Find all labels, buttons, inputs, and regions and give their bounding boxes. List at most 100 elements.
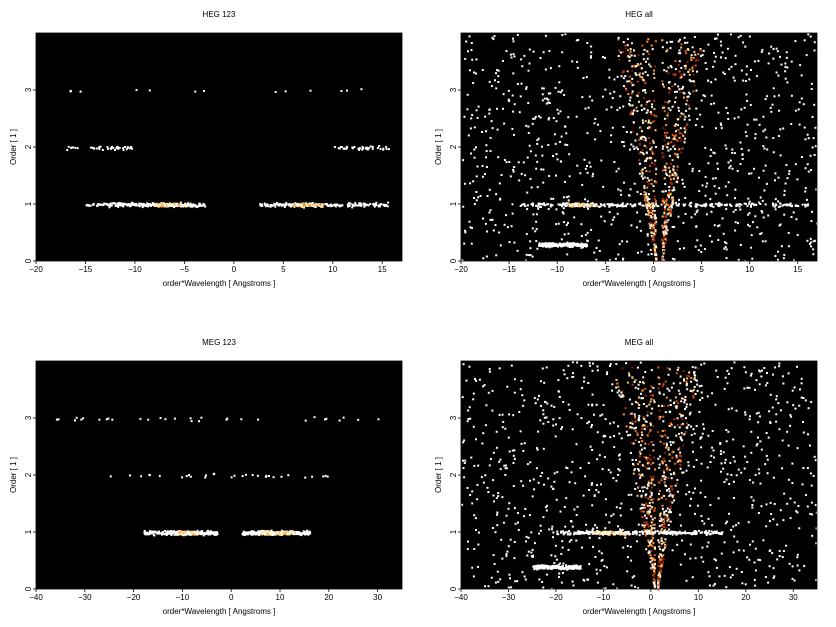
count-pixel — [678, 413, 681, 415]
count-pixel — [672, 186, 675, 189]
count-pixel — [528, 62, 531, 65]
count-pixel — [650, 486, 653, 489]
count-pixel — [89, 146, 92, 149]
count-pixel — [616, 75, 619, 78]
count-pixel — [675, 165, 678, 168]
count-pixel — [651, 240, 654, 243]
count-pixel — [309, 532, 312, 535]
count-pixel — [806, 133, 809, 136]
count-pixel — [649, 248, 652, 251]
count-pixel — [669, 88, 672, 91]
count-pixel — [584, 198, 587, 201]
count-pixel — [502, 107, 504, 110]
count-pixel — [367, 146, 370, 149]
count-pixel — [388, 148, 390, 151]
count-pixel — [638, 138, 641, 141]
count-pixel — [631, 576, 634, 579]
count-pixel — [164, 205, 167, 207]
count-pixel — [664, 451, 667, 454]
count-pixel — [675, 134, 678, 137]
count-pixel — [745, 135, 748, 138]
count-pixel — [682, 139, 685, 142]
count-pixel — [765, 182, 768, 185]
count-pixel — [581, 183, 584, 186]
count-pixel — [693, 378, 696, 380]
count-pixel — [638, 396, 640, 399]
count-pixel — [179, 203, 182, 206]
count-pixel — [679, 38, 681, 41]
count-pixel — [470, 42, 473, 44]
count-pixel — [622, 126, 625, 128]
count-pixel — [647, 539, 650, 542]
count-pixel — [689, 411, 692, 414]
count-pixel — [695, 58, 697, 61]
count-pixel — [638, 490, 641, 492]
count-pixel — [804, 187, 807, 190]
count-pixel — [120, 204, 123, 207]
count-pixel — [57, 418, 60, 421]
count-pixel — [363, 205, 366, 208]
count-pixel — [682, 444, 685, 447]
count-pixel — [608, 533, 611, 536]
count-pixel — [666, 198, 668, 201]
chart-title: HEG all — [625, 10, 653, 19]
count-pixel — [646, 234, 649, 237]
count-pixel — [721, 531, 724, 534]
count-pixel — [678, 109, 680, 112]
count-pixel — [681, 87, 684, 90]
count-pixel — [651, 565, 654, 567]
count-pixel — [628, 52, 631, 55]
count-pixel — [202, 534, 205, 537]
count-pixel — [617, 188, 620, 191]
count-pixel — [647, 457, 650, 460]
count-pixel — [118, 202, 121, 204]
count-pixel — [665, 172, 668, 175]
count-pixel — [700, 55, 703, 57]
count-pixel — [612, 204, 615, 207]
count-pixel — [597, 123, 599, 126]
count-pixel — [789, 517, 792, 520]
count-pixel — [671, 257, 674, 260]
count-pixel — [812, 240, 815, 243]
count-pixel — [648, 193, 650, 196]
count-pixel — [714, 55, 717, 58]
count-pixel — [611, 126, 614, 129]
count-pixel — [784, 62, 787, 65]
count-pixel — [371, 147, 374, 150]
count-pixel — [535, 564, 538, 567]
count-pixel — [654, 546, 656, 549]
count-pixel — [649, 454, 652, 457]
count-pixel — [539, 57, 542, 59]
count-pixel — [805, 54, 808, 57]
count-pixel — [606, 203, 609, 206]
count-pixel — [690, 377, 693, 380]
count-pixel — [586, 203, 589, 206]
count-pixel — [577, 204, 580, 207]
count-pixel — [644, 496, 647, 499]
count-pixel — [666, 146, 669, 149]
count-pixel — [291, 203, 294, 206]
count-pixel — [198, 420, 200, 423]
count-pixel — [734, 208, 737, 211]
count-pixel — [555, 208, 558, 211]
count-pixel — [136, 204, 139, 207]
count-pixel — [719, 122, 722, 125]
count-pixel — [762, 130, 765, 133]
count-pixel — [655, 245, 657, 248]
count-pixel — [740, 108, 743, 111]
count-pixel — [628, 194, 631, 197]
count-pixel — [610, 106, 613, 109]
count-pixel — [618, 243, 621, 246]
count-pixel — [464, 57, 467, 60]
count-pixel — [652, 443, 655, 446]
count-pixel — [148, 89, 151, 92]
x-tick-label: −10 — [176, 593, 190, 602]
count-pixel — [647, 214, 650, 216]
count-pixel — [288, 531, 290, 534]
count-pixel — [536, 205, 539, 208]
count-pixel — [121, 202, 124, 205]
count-pixel — [553, 565, 556, 568]
count-pixel — [665, 70, 668, 73]
y-tick-label: 3 — [449, 87, 458, 92]
count-pixel — [590, 51, 593, 54]
